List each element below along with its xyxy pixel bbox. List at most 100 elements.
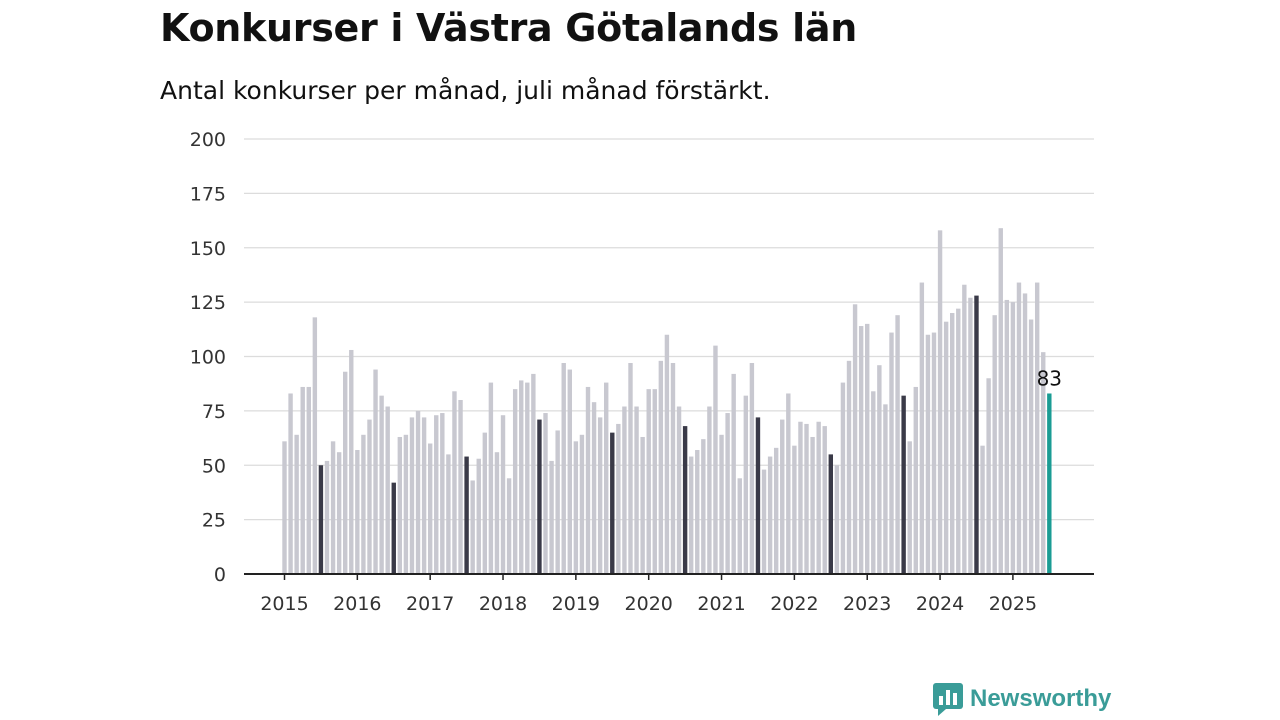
x-tick-label: 2025 — [989, 593, 1037, 615]
bar — [397, 436, 403, 574]
bar — [925, 334, 931, 574]
bar — [901, 395, 906, 574]
bar — [652, 389, 657, 575]
data-labels: 83 — [1037, 366, 1062, 390]
bar — [950, 313, 955, 574]
bar — [622, 406, 627, 574]
x-tick-label: 2016 — [333, 593, 381, 615]
bar — [470, 480, 475, 574]
bars — [282, 228, 1052, 575]
bar — [585, 386, 591, 574]
bar — [974, 295, 979, 574]
y-tick-label: 125 — [190, 292, 226, 314]
bar — [913, 386, 918, 574]
bar — [1022, 293, 1028, 574]
bar — [804, 423, 809, 574]
bar — [688, 456, 694, 574]
bar — [816, 421, 821, 574]
y-tick-label: 0 — [214, 564, 226, 586]
bar — [415, 410, 421, 575]
bar — [591, 402, 597, 574]
bar — [616, 423, 621, 574]
x-tick-label: 2023 — [843, 593, 891, 615]
bar — [907, 441, 912, 574]
bar — [343, 371, 348, 574]
bar — [361, 434, 366, 574]
bar — [318, 465, 324, 574]
bar — [834, 465, 840, 574]
bar — [579, 434, 585, 574]
bar — [852, 304, 858, 574]
bar — [403, 434, 409, 574]
bar — [312, 317, 318, 574]
bar — [458, 400, 463, 574]
newsworthy-logo-icon — [933, 683, 963, 716]
bar — [664, 334, 670, 574]
bar — [943, 321, 949, 574]
bar — [743, 395, 749, 574]
bar — [670, 363, 676, 574]
y-tick-label: 175 — [190, 183, 226, 205]
bar — [288, 393, 293, 574]
bar — [695, 450, 700, 574]
bar — [682, 426, 688, 574]
bar — [767, 456, 773, 574]
bar — [634, 406, 639, 574]
x-tick-label: 2019 — [552, 593, 600, 615]
bar — [391, 482, 396, 574]
bar — [871, 391, 876, 574]
bar — [780, 419, 785, 574]
bar — [1016, 282, 1022, 574]
y-tick-label: 75 — [202, 401, 226, 423]
bar — [822, 426, 827, 574]
bar — [440, 413, 445, 574]
bar — [306, 386, 311, 574]
bar — [998, 228, 1003, 575]
y-tick-label: 150 — [190, 238, 226, 260]
bar — [604, 382, 609, 574]
bar — [355, 450, 360, 574]
bar — [294, 434, 299, 574]
chart-subtitle: Antal konkurser per månad, juli månad fö… — [160, 76, 771, 105]
bar — [931, 332, 937, 574]
bar — [543, 413, 548, 574]
bar — [452, 391, 457, 574]
x-tick-label: 2021 — [697, 593, 745, 615]
bar — [537, 419, 542, 574]
bar — [300, 386, 305, 574]
bar — [846, 360, 852, 574]
bar — [1041, 352, 1046, 574]
x-tick-label: 2015 — [260, 593, 308, 615]
bar — [488, 382, 494, 574]
x-tick-label: 2022 — [770, 593, 818, 615]
bar — [464, 456, 469, 574]
bar — [421, 417, 427, 574]
y-axis-ticks: 0 25 50 75 100 125 150 175 200 — [190, 129, 226, 586]
bar — [427, 443, 433, 574]
latest-value-label: 83 — [1037, 366, 1062, 390]
bar — [549, 460, 554, 574]
y-tick-label: 200 — [190, 129, 226, 151]
bar — [561, 363, 566, 574]
bar — [646, 389, 651, 575]
bar — [895, 315, 900, 574]
y-tick-label: 50 — [202, 455, 226, 477]
bar — [889, 332, 894, 574]
brand: Newsworthy — [932, 682, 1111, 716]
bar — [992, 315, 997, 574]
bar — [555, 430, 560, 574]
bar — [725, 413, 730, 574]
x-tick-label: 2017 — [406, 593, 454, 615]
bar — [567, 369, 572, 574]
bar — [828, 454, 833, 575]
bar — [986, 378, 991, 574]
bar — [640, 436, 645, 574]
bar — [330, 441, 336, 574]
bar — [858, 326, 864, 574]
bar — [658, 360, 664, 574]
bar — [506, 478, 512, 574]
bar — [409, 417, 415, 574]
bar — [707, 406, 712, 574]
bar — [494, 452, 500, 574]
